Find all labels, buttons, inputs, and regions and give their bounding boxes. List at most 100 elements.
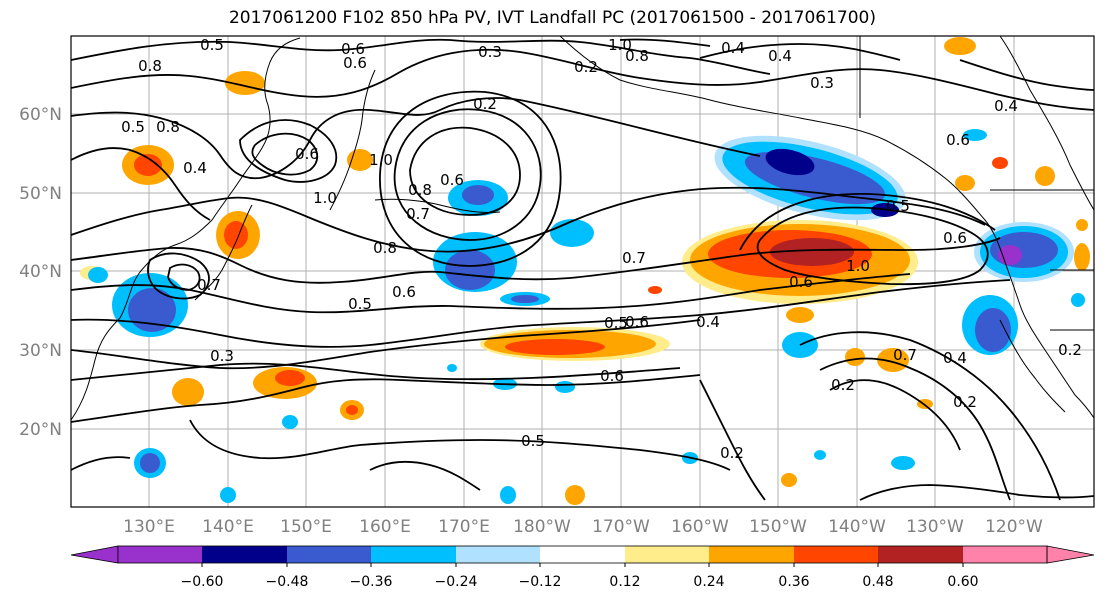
pos-anomaly-patch <box>877 348 909 372</box>
coastline-japan <box>194 204 253 301</box>
colorbar-tick-label: 0.36 <box>778 574 809 590</box>
pv-contour-line <box>379 90 562 267</box>
contour-label: 0.8 <box>625 47 649 65</box>
coastline-asia <box>71 37 301 421</box>
pv-contour-line <box>71 319 701 370</box>
contour-label: 0.7 <box>622 249 646 267</box>
contour-label: 0.5 <box>121 118 145 136</box>
pos-anomaly-patch <box>648 286 662 294</box>
colorbar-segment <box>540 546 625 563</box>
neg-anomaly-patch <box>998 245 1022 265</box>
pos-anomaly-patch <box>346 405 358 415</box>
pv-contour-line <box>167 263 201 291</box>
pv-contour-line <box>71 147 211 221</box>
lon-tick-label: 170°W <box>592 517 650 537</box>
colorbar-segment <box>878 546 963 563</box>
colorbar-tick-label: −0.24 <box>435 574 478 590</box>
pv-contour-line <box>959 59 1094 91</box>
contour-label: 0.7 <box>406 205 430 223</box>
pos-anomaly-patch <box>955 175 975 191</box>
contour-label: 0.5 <box>348 295 372 313</box>
pv-contour-line <box>71 362 681 381</box>
contour-label: 0.7 <box>893 346 917 364</box>
colorbar-tick-label: 0.24 <box>693 574 724 590</box>
contour-label: 0.3 <box>478 43 502 61</box>
colorbar-segment <box>794 546 878 563</box>
contour-label: 0.8 <box>408 181 432 199</box>
pv-contour-line <box>409 126 521 216</box>
neg-anomaly-patch <box>128 288 176 332</box>
contour-label: 0.6 <box>295 145 319 163</box>
contour-label: 0.4 <box>721 39 745 57</box>
ivt-pc-shading <box>80 37 1090 505</box>
contour-label: 0.3 <box>810 74 834 92</box>
neg-anomaly-patch <box>891 456 915 470</box>
pv-contour-line <box>799 331 1061 501</box>
contour-label: 0.8 <box>373 239 397 257</box>
contour-label: 0.3 <box>210 347 234 365</box>
coastlines <box>71 36 1094 421</box>
map-title: 2017061200 F102 850 hPa PV, IVT Landfall… <box>228 8 876 28</box>
neg-anomaly-patch <box>462 185 494 205</box>
pv-contour-line <box>393 108 542 241</box>
pv-contour-line <box>619 38 711 47</box>
pos-anomaly-patch <box>992 157 1008 169</box>
colorbar-segment <box>371 546 456 563</box>
pos-anomaly-patch <box>944 37 976 55</box>
pos-anomaly-patch <box>134 154 162 176</box>
colorbar-segment <box>963 546 1047 563</box>
contour-label: 0.2 <box>720 444 744 462</box>
contour-label: 0.2 <box>1058 341 1082 359</box>
lat-tick-label: 40°N <box>19 262 62 282</box>
contour-label: 0.4 <box>943 349 967 367</box>
contour-label: 0.2 <box>473 95 497 113</box>
neg-anomaly-patch <box>511 295 539 303</box>
colorbar-tick-label: −0.36 <box>350 574 393 590</box>
lon-tick-label: 130°E <box>123 517 175 537</box>
colorbar-extend-high <box>1046 545 1095 564</box>
neg-anomaly-patch <box>447 364 457 372</box>
neg-anomaly-patch <box>500 486 516 504</box>
contour-label: 0.8 <box>156 118 180 136</box>
pos-anomaly-patch <box>845 348 865 366</box>
lat-tick-label: 30°N <box>19 341 62 361</box>
pv-contour-line <box>189 419 731 471</box>
pos-anomaly-patch <box>275 370 305 386</box>
pv-contour-line <box>239 119 338 183</box>
lon-tick-label: 120°W <box>985 517 1043 537</box>
pv-contours <box>71 38 1094 501</box>
pv-contour-line <box>699 43 901 61</box>
contour-label: 0.7 <box>197 276 221 294</box>
pos-anomaly-patch <box>786 307 814 323</box>
pv-contour-line <box>147 252 210 300</box>
contour-label: 0.2 <box>831 376 855 394</box>
lon-tick-label: 160°E <box>359 517 411 537</box>
colorbar-tick-label: −0.48 <box>266 574 309 590</box>
pos-anomaly-patch <box>781 473 797 487</box>
contour-label: 1.0 <box>369 151 393 169</box>
pv-contour-line <box>71 97 761 180</box>
pv-contour-line <box>71 279 1011 348</box>
contour-label: 1.0 <box>608 36 632 54</box>
neg-anomaly-patch <box>282 415 298 429</box>
neg-anomaly-patch <box>975 308 1011 352</box>
latitude-ticks: 60°N 50°N 40°N 30°N 20°N <box>19 105 62 440</box>
contour-label: 0.5 <box>200 36 224 54</box>
contour-label: 0.5 <box>521 432 545 450</box>
colorbar-segment <box>709 546 794 563</box>
neg-anomaly-patch <box>814 450 826 460</box>
neg-anomaly-patch <box>555 381 575 393</box>
colorbar-tick-label: −0.60 <box>181 574 224 590</box>
neg-anomaly-patch <box>550 219 594 247</box>
contour-label: 0.5 <box>886 197 910 215</box>
lon-tick-label: 130°W <box>906 517 964 537</box>
colorbar-extend-low <box>70 545 119 564</box>
contour-label: 0.5 <box>604 314 628 332</box>
contour-label: 0.8 <box>138 57 162 75</box>
contour-label: 0.4 <box>994 97 1018 115</box>
pv-contour-line <box>71 273 911 314</box>
colorbar-segment <box>202 546 287 563</box>
contour-label: 1.0 <box>313 189 337 207</box>
lat-tick-label: 60°N <box>19 105 62 125</box>
